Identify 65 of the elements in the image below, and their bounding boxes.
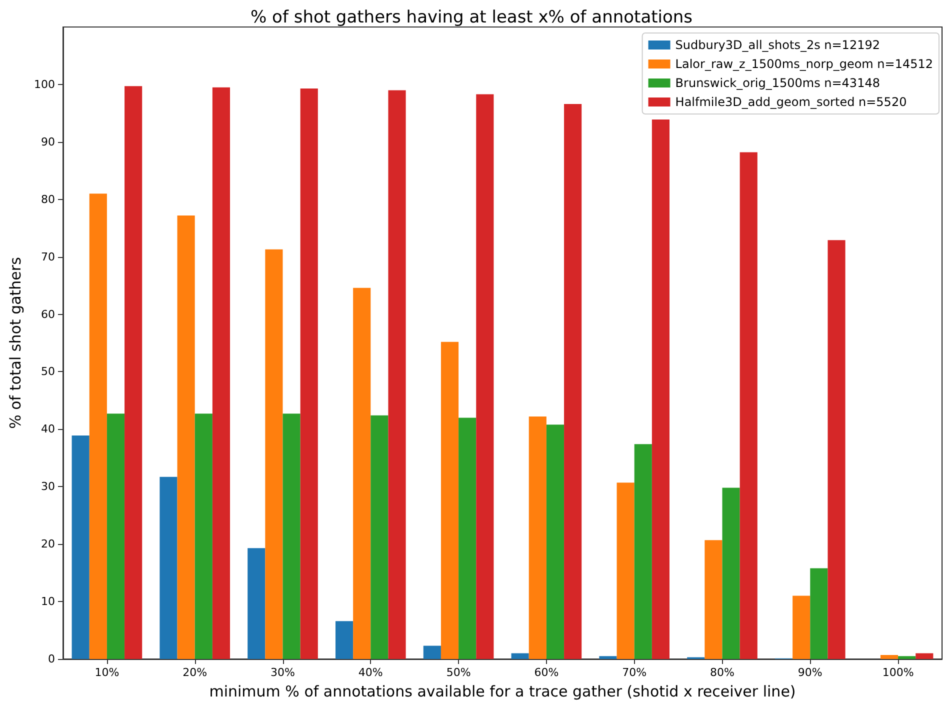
bar: [828, 240, 846, 659]
bar: [265, 249, 283, 659]
y-tick-label: 40: [41, 422, 55, 436]
x-tick-label: 30%: [270, 666, 295, 679]
bar: [704, 540, 722, 659]
bar: [810, 568, 828, 659]
y-tick-label: 80: [41, 192, 55, 206]
bar: [528, 416, 546, 659]
bar: [370, 415, 388, 659]
x-tick-label: 100%: [882, 666, 914, 679]
y-tick-label: 20: [41, 538, 55, 551]
bar: [177, 215, 195, 659]
y-tick-label: 60: [41, 308, 55, 321]
bar: [194, 414, 212, 659]
bar: [476, 94, 494, 659]
bar: [792, 596, 810, 659]
y-tick-label: 100: [34, 78, 55, 91]
bar: [72, 436, 90, 659]
x-axis-title: minimum % of annotations available for a trace gather (shotid x receiver line): [209, 682, 796, 700]
bar: [388, 90, 406, 659]
chart-title: % of shot gathers having at least x% of annotations: [250, 8, 693, 28]
y-tick-label: 70: [41, 250, 55, 264]
x-tick-label: 70%: [622, 666, 647, 679]
bar: [511, 653, 529, 659]
bar: [599, 656, 617, 659]
legend-label: Sudbury3D_all_shots_2s n=12192: [675, 38, 880, 52]
bar: [282, 414, 300, 659]
bar: [160, 476, 178, 659]
bar: [89, 194, 107, 659]
bar: [616, 482, 634, 659]
bar: [335, 621, 354, 659]
bar: [740, 152, 758, 659]
y-axis-title: % of total shot gathers: [6, 256, 24, 429]
y-tick-label: 0: [48, 652, 55, 666]
bar: [248, 548, 266, 659]
bar: [722, 488, 740, 659]
x-tick-label: 20%: [182, 666, 208, 679]
bar: [212, 87, 230, 659]
bar: [458, 418, 476, 659]
y-tick-label: 30: [41, 480, 55, 494]
x-tick-label: 10%: [94, 666, 120, 679]
y-tick-label: 50: [41, 365, 55, 378]
bar: [300, 88, 318, 659]
bar: [880, 654, 898, 659]
bar: [440, 342, 459, 659]
y-tick-label: 90: [41, 135, 55, 148]
bar: [423, 646, 441, 659]
bar: [124, 86, 142, 659]
legend-label: Lalor_raw_z_1500ms_norp_geom n=14512: [675, 57, 934, 71]
bar: [634, 444, 652, 659]
bar: [652, 120, 670, 659]
bar: [564, 104, 582, 659]
bar: [353, 288, 371, 659]
legend-label: Halfmile3D_add_geom_sorted n=5520: [675, 95, 907, 109]
bar: [898, 656, 916, 659]
x-tick-label: 50%: [446, 666, 471, 679]
x-tick-label: 60%: [534, 666, 559, 679]
x-tick-label: 90%: [798, 666, 822, 679]
bar: [916, 653, 934, 659]
bar: [106, 414, 125, 659]
bar: [546, 424, 564, 659]
y-tick-label: 10: [41, 595, 55, 608]
x-tick-label: 40%: [358, 666, 383, 679]
legend-label: Brunswick_orig_1500ms n=43148: [675, 76, 880, 90]
x-tick-label: 80%: [710, 666, 734, 679]
